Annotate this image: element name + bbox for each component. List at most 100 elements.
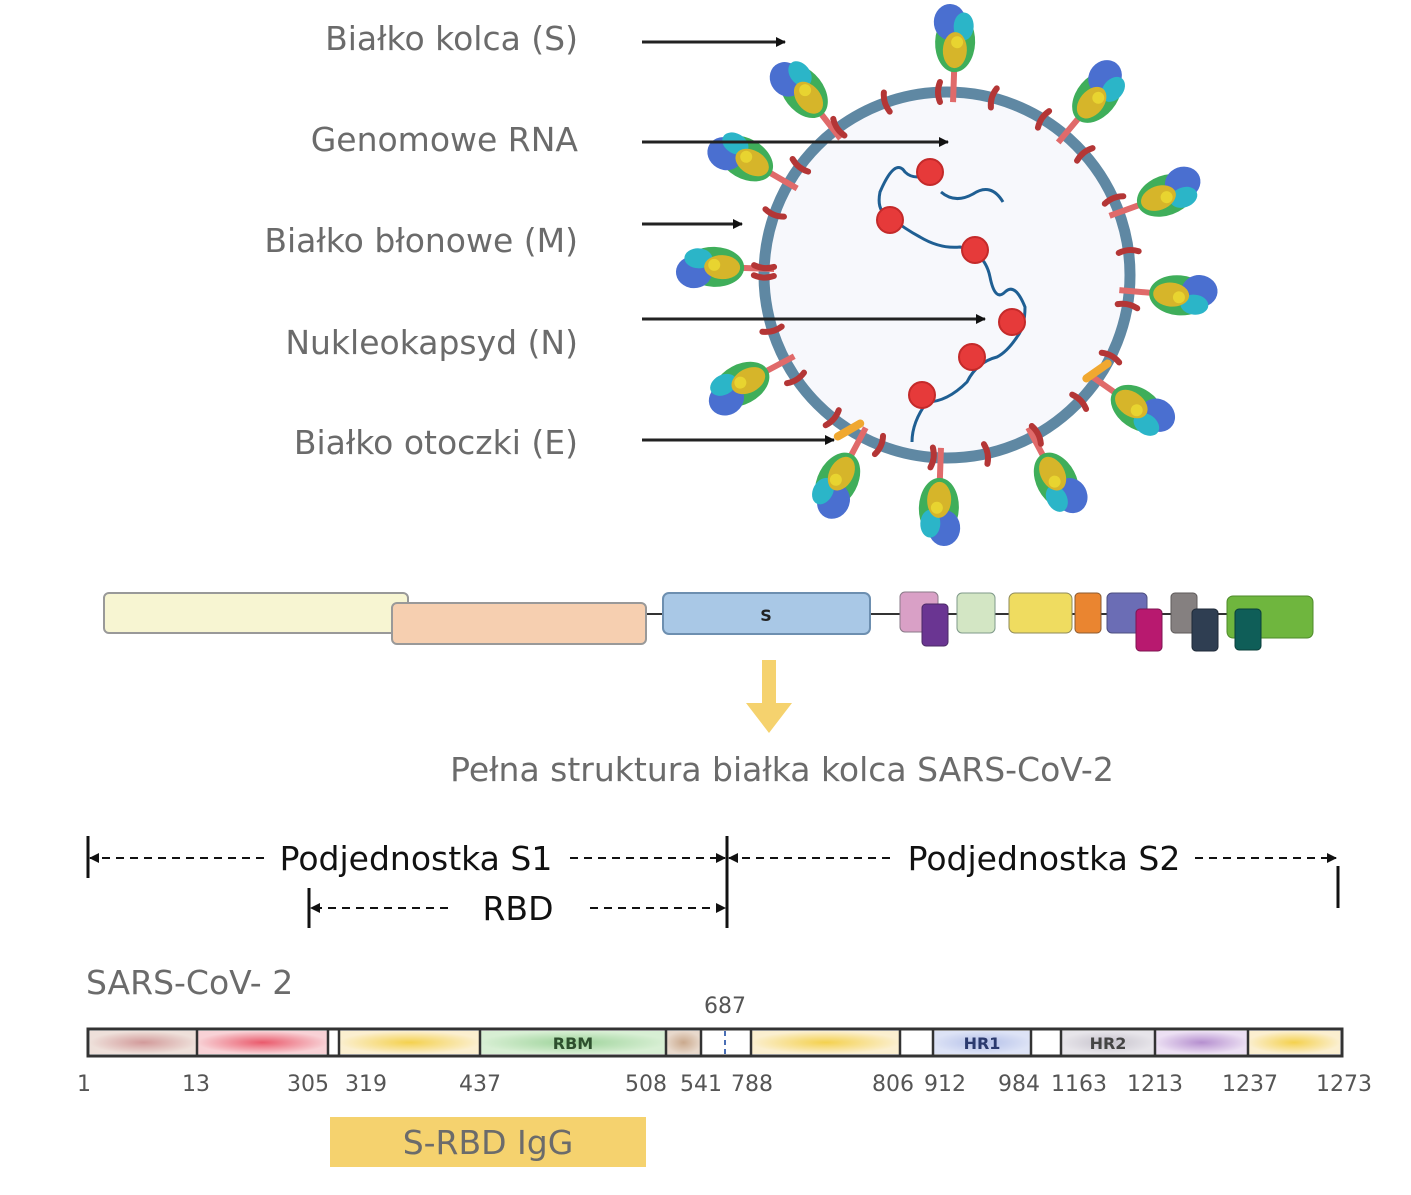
position-label: 1 xyxy=(77,1072,91,1097)
nucleocapsid-protein xyxy=(876,206,904,234)
s-rbd-igg-box xyxy=(330,1117,646,1167)
position-label: 984 xyxy=(998,1072,1040,1097)
domain-segment xyxy=(90,1031,197,1054)
spike-proteins xyxy=(675,3,1218,547)
virus-illustration xyxy=(642,3,1218,547)
hr1-segment xyxy=(933,1031,1031,1054)
membrane-protein xyxy=(830,115,848,139)
domain-segment xyxy=(339,1031,480,1054)
label-envelope-protein: Białko otoczki (E) xyxy=(294,423,578,462)
gene-block xyxy=(1008,592,1073,634)
label-membrane-protein: Białko błonowe (M) xyxy=(264,221,578,260)
position-label: 788 xyxy=(731,1072,773,1097)
hr2-label: HR2 xyxy=(1090,1034,1127,1053)
gene-block xyxy=(1191,608,1219,652)
rbm-segment xyxy=(480,1031,666,1054)
nucleocapsid-protein xyxy=(958,343,986,371)
membrane-protein xyxy=(1034,108,1053,131)
nucleocapsid-protein xyxy=(998,308,1026,336)
spike-protein xyxy=(1119,275,1218,316)
membrane-protein xyxy=(1098,349,1123,366)
down-arrow-icon xyxy=(746,660,792,733)
protein-domain-bar: RBM HR1 HR2 xyxy=(86,1027,1344,1058)
envelope-protein xyxy=(1082,359,1112,383)
membrane-protein xyxy=(750,272,777,281)
domain-segment xyxy=(666,1031,701,1054)
nucleocapsid-protein xyxy=(916,158,944,186)
position-label: 1163 xyxy=(1051,1072,1107,1097)
position-label: 912 xyxy=(924,1072,966,1097)
spike-protein xyxy=(1055,60,1126,145)
membrane-protein xyxy=(822,407,842,429)
rbm-label: RBM xyxy=(553,1034,593,1053)
nucleocapsid-protein xyxy=(908,381,936,409)
membrane-protein xyxy=(927,444,937,471)
spike-protein xyxy=(933,3,976,103)
position-label: 1273 xyxy=(1316,1072,1372,1097)
membrane-protein xyxy=(935,79,943,105)
viral-envelope xyxy=(758,86,1136,464)
gene-block xyxy=(921,603,949,647)
genomic-rna xyxy=(877,166,1027,443)
domain-segment xyxy=(1155,1031,1248,1054)
membrane-protein xyxy=(789,155,812,175)
label-genomic-rna: Genomowe RNA xyxy=(311,120,579,159)
rbd-label: RBD xyxy=(483,889,554,928)
genome-map: S xyxy=(103,591,1314,652)
spike-protein xyxy=(707,132,799,192)
subunit-ranges: Podjednostka S1 Podjednostka S2 RBD xyxy=(86,836,1340,928)
envelope-protein xyxy=(833,419,865,441)
s-gene-block xyxy=(662,592,871,635)
orf1a-block xyxy=(103,592,409,634)
spike-protein xyxy=(918,447,961,547)
domain-segment xyxy=(751,1031,900,1054)
hr1-label: HR1 xyxy=(964,1034,1001,1053)
accessory-genes xyxy=(899,591,1314,652)
spike-protein xyxy=(708,353,796,416)
position-label: 806 xyxy=(872,1072,914,1097)
label-nucleocapsid: Nukleokapsyd (N) xyxy=(285,323,578,362)
gene-block xyxy=(1234,608,1262,651)
nucleocapsid-proteins xyxy=(876,158,1026,409)
membrane-protein xyxy=(880,89,893,115)
membrane-protein xyxy=(1028,422,1044,447)
membrane-proteins xyxy=(750,79,1142,471)
position-labels: 1 13 305 319 437 508 541 788 806 912 984… xyxy=(77,1072,1372,1097)
domain-segment xyxy=(1248,1031,1340,1054)
membrane-protein xyxy=(759,323,785,335)
membrane-protein xyxy=(1069,391,1090,412)
cleavage-site-label: 687 xyxy=(704,994,746,1019)
gene-block xyxy=(1135,608,1163,652)
membrane-protein xyxy=(784,369,807,387)
position-label: 541 xyxy=(680,1072,722,1097)
full-structure-title: Pełna struktura białka kolca SARS-CoV-2 xyxy=(450,750,1114,789)
membrane-protein xyxy=(1101,193,1127,207)
position-label: 1237 xyxy=(1222,1072,1278,1097)
membrane-protein xyxy=(980,441,992,467)
position-label: 13 xyxy=(182,1072,210,1097)
gene-block xyxy=(956,592,996,634)
gene-block xyxy=(1074,592,1102,634)
domain-segment xyxy=(197,1031,328,1054)
orf1b-block xyxy=(391,602,647,645)
spike-protein xyxy=(769,61,843,141)
protein-map-title: SARS-CoV- 2 xyxy=(86,963,293,1002)
hr2-segment xyxy=(1061,1031,1155,1054)
s-gene-label: S xyxy=(760,606,772,625)
position-label: 437 xyxy=(459,1072,501,1097)
nucleocapsid-protein xyxy=(961,236,989,264)
membrane-protein xyxy=(762,206,787,220)
position-label: 319 xyxy=(345,1072,387,1097)
spike-protein xyxy=(1025,426,1088,514)
virus-labels: Białko kolca (S) Genomowe RNA Białko bło… xyxy=(264,19,578,462)
membrane-protein xyxy=(1115,246,1142,256)
membrane-protein xyxy=(871,432,887,458)
position-label: 305 xyxy=(287,1072,329,1097)
s-rbd-igg-label: S-RBD IgG xyxy=(403,1123,574,1162)
membrane-protein xyxy=(987,85,1000,111)
label-spike-protein: Białko kolca (S) xyxy=(325,19,578,58)
spike-protein xyxy=(1108,166,1201,219)
membrane-protein xyxy=(751,262,778,272)
s1-label: Podjednostka S1 xyxy=(280,839,553,878)
